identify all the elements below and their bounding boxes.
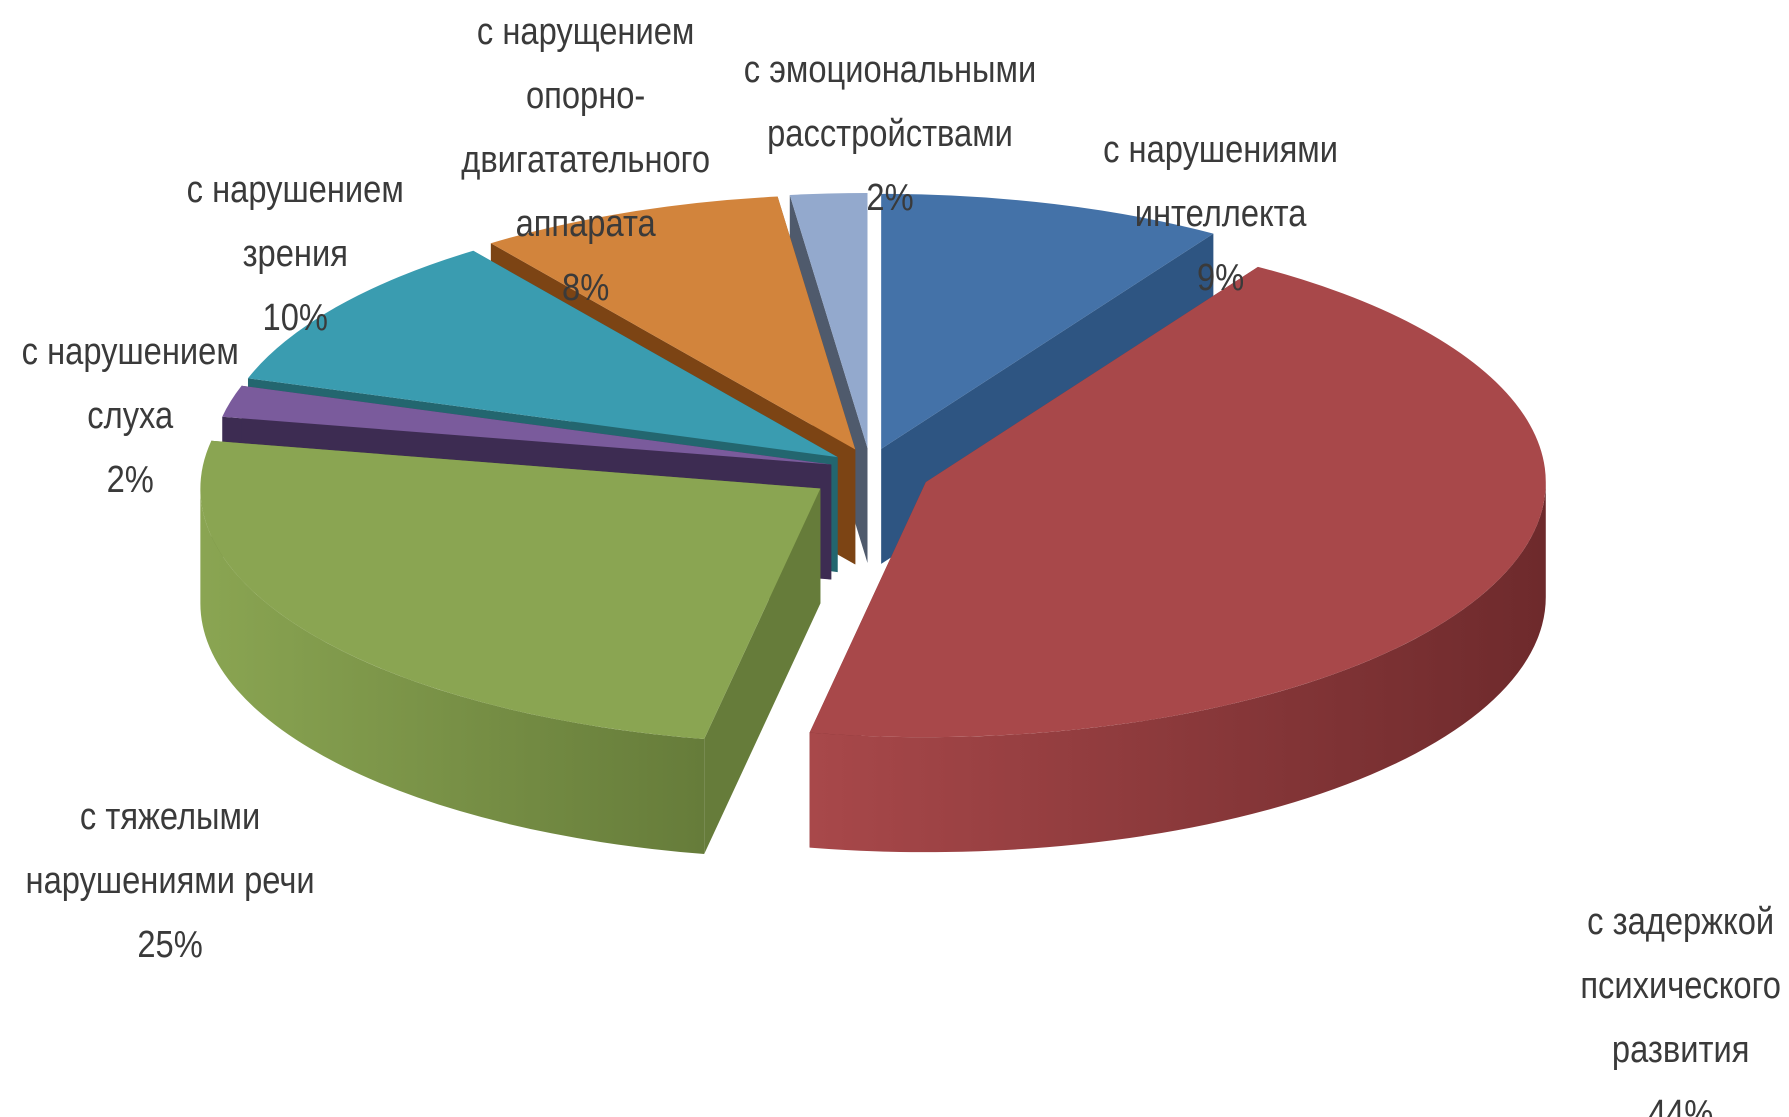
slice-label-5-line-0: с нарущением [476, 11, 694, 53]
slice-label-1: с задержкой психического развития 44% [1580, 890, 1781, 1117]
slice-label-2-line-0: с тяжелыми [79, 796, 261, 838]
slice-label-3: с нарушением слуха 2% [22, 320, 239, 512]
slice-5-top [490, 196, 856, 450]
slice-value-label-3: 2% [106, 459, 154, 501]
slice-value-label-2: 25% [137, 924, 203, 966]
slice-2-side [200, 488, 705, 855]
slice-label-4: с нарушением зрения 10% [187, 158, 404, 350]
slice-value-label-1: 44% [1647, 1093, 1713, 1117]
slice-label-1-line-2: развития [1611, 1029, 1749, 1071]
slice-2-top [200, 440, 821, 740]
slice-label-6: с эмоциональными расстройствами 2% [744, 38, 1036, 230]
slice-label-5: с нарущением опорно-двигатательного аппара… [461, 0, 710, 320]
slice-6-top [789, 193, 868, 449]
slice-label-2-line-1: нарушениями речи [25, 860, 315, 902]
slice-label-4-line-0: с нарушением [186, 169, 404, 211]
slice-label-2: с тяжелыми нарушениями речи 25% [26, 785, 315, 977]
slice-label-6-line-0: с эмоциональными [743, 49, 1037, 91]
slice-label-1-line-1: психического [1579, 965, 1781, 1007]
slice-label-0-line-1: интеллекта [1134, 193, 1306, 235]
slice-label-1-line-0: с задержкой [1586, 901, 1774, 943]
slice-0-top [881, 193, 1214, 449]
slice-1-side [809, 482, 1546, 853]
slice-3-top [222, 385, 832, 465]
slice-value-label-4: 10% [262, 297, 328, 339]
slice-value-label-5: 8% [561, 267, 609, 309]
slice-label-5-line-3: аппарата [515, 203, 656, 245]
slice-4-top [247, 250, 838, 458]
slice-label-5-line-2: двигатательного [460, 139, 710, 181]
slice-label-0: с нарушениями интеллекта 9% [1103, 118, 1338, 310]
slice-value-label-6: 2% [866, 177, 914, 219]
slice-label-4-line-1: зрения [242, 233, 348, 275]
slice-label-3-line-0: с нарушением [21, 331, 239, 373]
slice-1-top [809, 266, 1546, 738]
slice-label-6-line-1: расстройствами [767, 113, 1013, 155]
slice-value-label-0: 9% [1196, 257, 1244, 299]
slice-label-3-line-1: слуха [87, 395, 174, 437]
slice-label-0-line-0: с нарушениями [1102, 129, 1338, 171]
slice-label-5-line-1: опорно- [525, 75, 645, 117]
